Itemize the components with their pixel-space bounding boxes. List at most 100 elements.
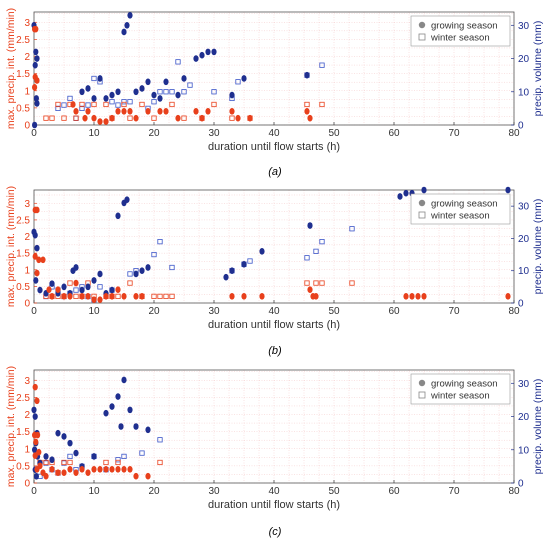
x-tick-label: 50 <box>328 306 340 317</box>
volume-growing-point <box>193 55 198 62</box>
volume-winter-point <box>176 60 180 64</box>
volume-growing-point <box>33 49 38 56</box>
volume-winter-point <box>116 458 120 462</box>
x-tick-label: 20 <box>148 128 160 139</box>
volume-growing-point <box>157 95 162 102</box>
x-tick-label: 60 <box>388 306 400 317</box>
volume-growing-point <box>31 407 36 414</box>
x-tick-label: 70 <box>448 486 460 497</box>
y-left-tick-label: 0.5 <box>16 461 30 472</box>
volume-growing-point <box>229 267 234 274</box>
intensity-winter-point <box>140 102 144 106</box>
volume-growing-point <box>133 88 138 95</box>
volume-winter-point <box>305 256 309 260</box>
y-left-tick-label: 2.5 <box>16 215 30 226</box>
x-tick-label: 40 <box>268 128 280 139</box>
volume-growing-point <box>397 193 402 200</box>
intensity-growing-point <box>32 84 37 91</box>
y-left-tick-label: 1.5 <box>16 249 30 260</box>
volume-growing-point <box>85 85 90 92</box>
intensity-growing-point <box>115 466 120 473</box>
x-tick-label: 60 <box>388 128 400 139</box>
legend-label-growing: growing season <box>431 21 498 32</box>
volume-growing-point <box>241 261 246 268</box>
intensity-growing-point <box>403 293 408 300</box>
y-right-tick-label: 10 <box>518 266 530 277</box>
volume-growing-point <box>124 22 129 29</box>
volume-winter-point <box>74 116 78 120</box>
intensity-growing-point <box>307 286 312 293</box>
panel-label-c: (c) <box>269 526 282 538</box>
intensity-growing-point <box>43 473 48 480</box>
volume-growing-point <box>145 78 150 85</box>
x-axis-label: duration until flow starts (h) <box>208 319 340 331</box>
intensity-growing-point <box>55 469 60 476</box>
intensity-winter-point <box>68 460 72 464</box>
volume-winter-point <box>140 451 144 455</box>
volume-winter-point <box>248 259 252 263</box>
y-right-tick-label: 30 <box>518 202 530 213</box>
volume-growing-point <box>205 49 210 56</box>
y-left-tick-label: 2 <box>24 52 30 63</box>
x-tick-label: 40 <box>268 486 280 497</box>
intensity-winter-point <box>116 460 120 464</box>
intensity-growing-point <box>229 293 234 300</box>
volume-growing-point <box>49 280 54 287</box>
volume-growing-point <box>145 427 150 434</box>
volume-growing-point <box>133 423 138 430</box>
volume-growing-point <box>127 407 132 414</box>
intensity-winter-point <box>104 460 108 464</box>
volume-growing-point <box>33 62 38 69</box>
intensity-winter-point <box>320 281 324 285</box>
x-tick-label: 40 <box>268 306 280 317</box>
volume-growing-point <box>145 264 150 271</box>
intensity-growing-point <box>307 115 312 122</box>
legend: growing seasonwinter season <box>411 194 510 224</box>
y-left-tick-label: 0.5 <box>16 103 30 114</box>
volume-growing-point <box>34 55 39 62</box>
volume-growing-point <box>505 187 510 194</box>
volume-growing-point <box>421 187 426 194</box>
volume-winter-point <box>128 272 132 276</box>
x-tick-label: 10 <box>88 486 100 497</box>
intensity-growing-point <box>103 118 108 125</box>
volume-growing-point <box>121 377 126 384</box>
y-left-tick-label: 0 <box>24 479 30 490</box>
intensity-growing-point <box>193 108 198 115</box>
intensity-growing-point <box>229 108 234 115</box>
volume-winter-point <box>158 438 162 442</box>
intensity-growing-point <box>145 473 150 480</box>
chart-panel-2: 0 10 20 30 40 50 60 70 80duration until flow sta… <box>5 366 544 511</box>
y-left-tick-label: 1 <box>24 86 30 97</box>
legend: growing seasonwinter season <box>411 374 510 404</box>
intensity-winter-point <box>128 281 132 285</box>
y-left-tick-label: 2.5 <box>16 35 30 46</box>
intensity-winter-point <box>305 102 309 106</box>
volume-growing-point <box>229 92 234 99</box>
volume-growing-point <box>91 277 96 284</box>
y-right-tick-label: 20 <box>518 54 530 65</box>
intensity-growing-point <box>127 108 132 115</box>
y-right-tick-label: 0 <box>518 121 524 132</box>
y-left-tick-label: 0 <box>24 299 30 310</box>
intensity-growing-point <box>163 108 168 115</box>
y-right-axis-label: precip. volume (mm) <box>532 379 544 475</box>
intensity-winter-point <box>158 460 162 464</box>
volume-growing-point <box>175 92 180 99</box>
intensity-growing-point <box>73 280 78 287</box>
intensity-growing-point <box>127 466 132 473</box>
volume-growing-point <box>49 456 54 463</box>
volume-growing-point <box>124 196 129 203</box>
intensity-growing-point <box>33 452 38 459</box>
volume-growing-point <box>34 473 39 480</box>
intensity-growing-point <box>97 296 102 303</box>
intensity-growing-point <box>70 101 75 108</box>
intensity-growing-point <box>121 293 126 300</box>
volume-growing-point <box>97 75 102 82</box>
y-left-tick-label: 2 <box>24 232 30 243</box>
intensity-growing-point <box>33 384 38 391</box>
intensity-growing-point <box>91 115 96 122</box>
volume-growing-point <box>33 232 38 239</box>
